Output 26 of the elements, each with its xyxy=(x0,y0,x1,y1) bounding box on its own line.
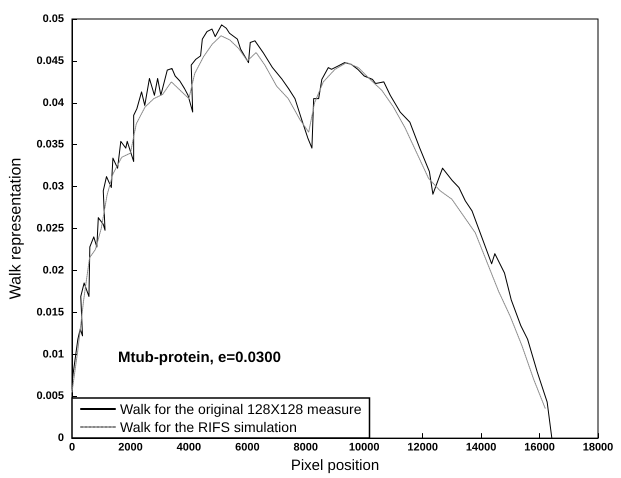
annotation: Mtub-protein, e=0.0300 xyxy=(118,349,281,366)
y-axis-title: Walk representation xyxy=(8,158,24,300)
y-tick-label: 0.015 xyxy=(36,306,64,318)
y-tick-label: 0 xyxy=(58,432,64,444)
y-tick-label: 0.045 xyxy=(36,54,64,67)
x-tick-label: 18000 xyxy=(582,442,614,454)
x-tick-label: 4000 xyxy=(176,442,202,454)
y-tick-label: 0.035 xyxy=(36,138,64,151)
y-tick-label: 0.01 xyxy=(42,348,64,360)
y-tick-label: 0.02 xyxy=(42,264,64,276)
x-tick-label: 14000 xyxy=(466,442,496,454)
y-tick-label: 0.025 xyxy=(36,222,64,235)
x-tick-label: 0 xyxy=(68,442,76,454)
legend-label: Walk for the RIFS simulation xyxy=(120,419,297,435)
x-tick-label: 10000 xyxy=(348,442,380,454)
x-tick-label: 8000 xyxy=(294,442,318,454)
x-tick-label: 12000 xyxy=(407,442,438,454)
y-tick-label: 0.04 xyxy=(42,96,65,109)
x-axis-title: Pixel position xyxy=(290,457,380,474)
x-tick-label: 2000 xyxy=(118,442,143,454)
x-tick-label: 6000 xyxy=(235,442,260,454)
y-tick-label: 0.005 xyxy=(36,390,64,402)
y-tick-label: 0.03 xyxy=(42,180,64,193)
y-tick-label: 0.05 xyxy=(42,13,64,25)
x-tick-label: 16000 xyxy=(524,442,555,454)
legend-label: Walk for the original 128X128 measure xyxy=(120,401,362,417)
